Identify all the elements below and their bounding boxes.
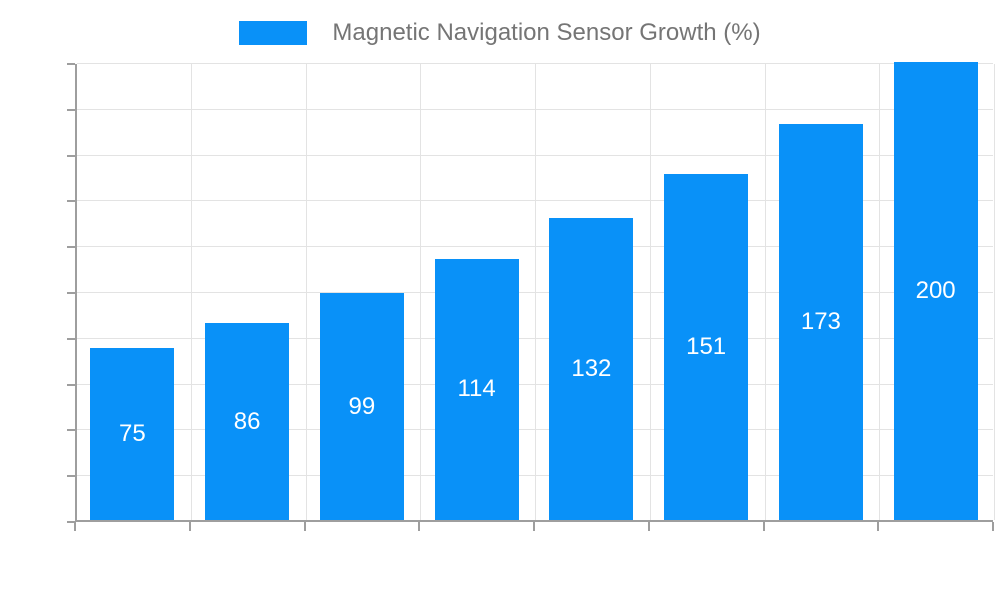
bar-2028-2029[interactable]: 114: [434, 258, 519, 520]
gridline-vertical: [420, 64, 422, 520]
bar-value-label: 151: [686, 333, 727, 361]
bar-2027-2028[interactable]: 99: [319, 293, 404, 520]
x-axis-tick: [303, 522, 306, 531]
gridline-horizontal: [77, 63, 993, 64]
legend-label: Magnetic Navigation Sensor Growth (%): [332, 19, 761, 46]
y-axis-tick: [67, 154, 75, 157]
legend-swatch: [239, 21, 308, 45]
gridline-vertical: [994, 64, 995, 520]
y-axis-tick: [67, 383, 75, 386]
bar-value-label: 86: [233, 407, 261, 435]
bar-2031-2032[interactable]: 173: [778, 123, 863, 520]
x-axis-tick: [74, 522, 76, 531]
bar-2032-2033[interactable]: 200: [893, 62, 978, 520]
bar-value-label: 114: [457, 375, 496, 403]
y-axis-tick: [67, 63, 75, 65]
y-axis-tick: [67, 475, 75, 478]
bar-2025-2026[interactable]: 75: [90, 348, 175, 520]
y-axis-tick: [67, 429, 75, 432]
gridline-vertical: [879, 64, 881, 520]
y-axis-tick: [67, 200, 75, 203]
x-axis-tick: [188, 522, 191, 531]
x-axis-tick: [992, 522, 994, 531]
x-axis-tick: [877, 522, 880, 531]
gridline-vertical: [649, 64, 651, 520]
x-axis-tick: [762, 522, 765, 531]
x-axis-tick: [533, 522, 535, 531]
bar-2026-2027[interactable]: 86: [205, 323, 289, 520]
y-axis-tick: [67, 108, 75, 111]
bar-value-label: 200: [915, 277, 956, 304]
bar-2029-2030[interactable]: 132: [549, 217, 634, 520]
bar-value-label: 99: [348, 392, 376, 420]
bar-value-label: 132: [571, 354, 612, 382]
y-axis-tick: [67, 521, 75, 523]
gridline-vertical: [305, 64, 307, 520]
plot-area: 75 86 99 114 132 151 173 200: [75, 62, 995, 522]
bar-value-label: 75: [119, 420, 146, 448]
legend[interactable]: Magnetic Navigation Sensor Growth (%): [0, 16, 1000, 50]
gridline-vertical: [190, 64, 192, 520]
gridline-vertical: [535, 64, 536, 520]
bar-2030-2031[interactable]: 151: [664, 174, 748, 520]
y-axis-tick: [67, 337, 75, 340]
y-axis-tick: [67, 246, 75, 249]
x-axis-tick: [418, 522, 421, 531]
bar-value-label: 173: [800, 307, 841, 335]
x-axis-tick: [647, 522, 650, 531]
y-axis-tick: [67, 292, 75, 294]
gridline-vertical: [764, 64, 766, 520]
